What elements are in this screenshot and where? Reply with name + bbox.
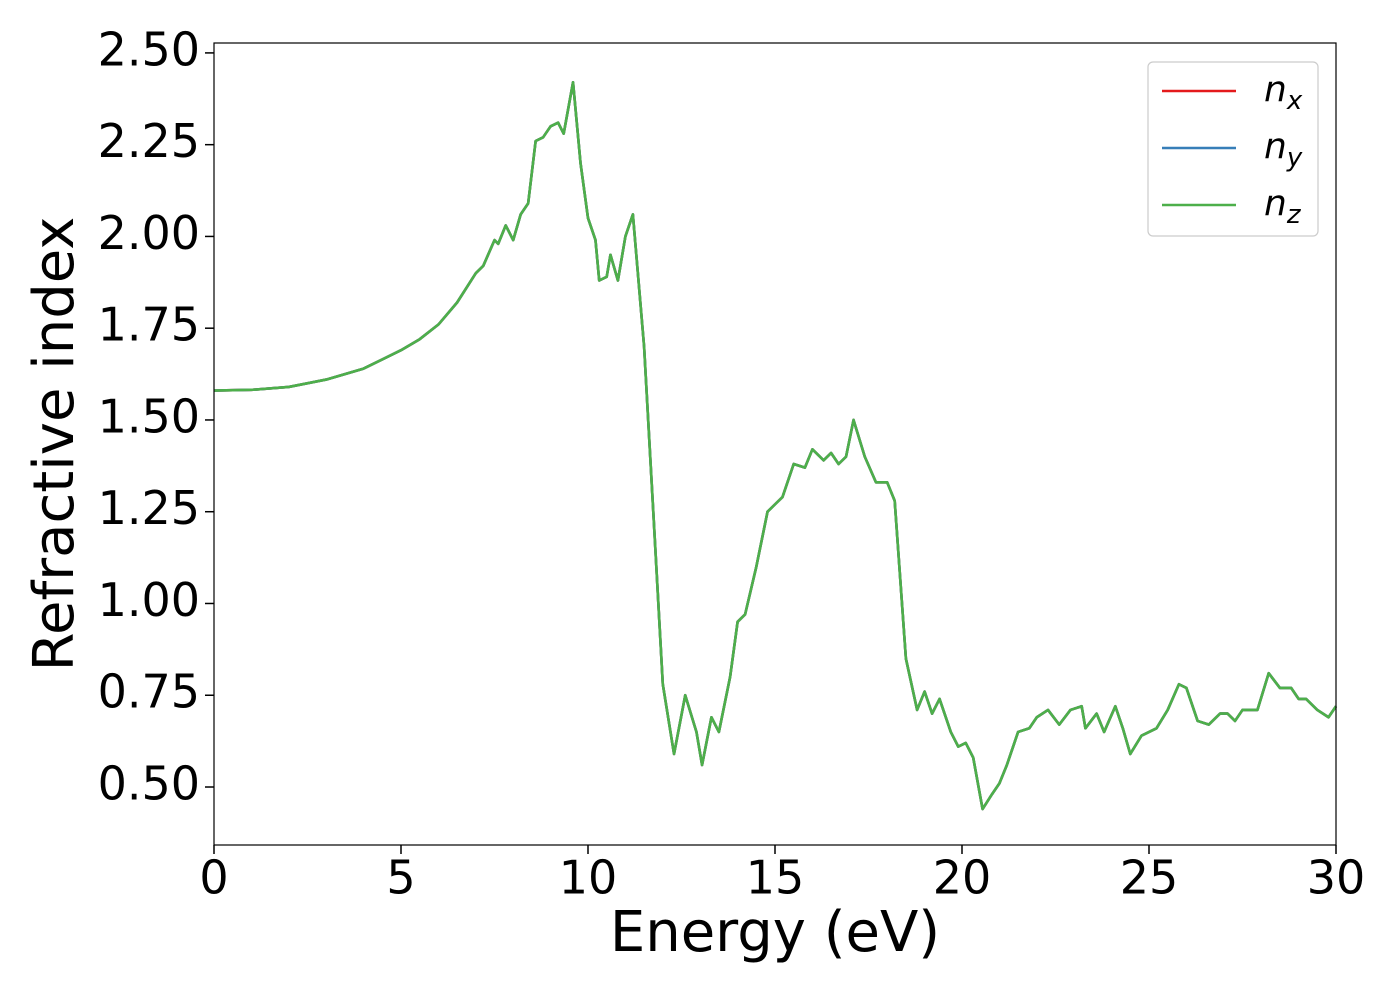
y-tick-label: 0.50 — [98, 757, 200, 811]
y-tick-label: 2.25 — [98, 114, 200, 168]
legend-label-sub: z — [1286, 200, 1302, 230]
x-tick-label: 30 — [1307, 851, 1366, 905]
x-tick-label: 5 — [386, 851, 415, 905]
y-tick-label: 1.75 — [98, 298, 200, 352]
y-tick-label: 1.50 — [98, 389, 200, 443]
y-axis-label: Refractive index — [22, 217, 87, 672]
x-tick-label: 0 — [199, 851, 228, 905]
legend-label-main: n — [1264, 183, 1287, 224]
legend-label-sub: x — [1286, 86, 1303, 116]
x-axis-label: Energy (eV) — [610, 900, 940, 965]
y-tick-label: 0.75 — [98, 665, 200, 719]
y-tick-label: 2.50 — [98, 22, 200, 76]
x-tick-label: 20 — [933, 851, 992, 905]
x-tick-label: 15 — [746, 851, 805, 905]
plot-frame — [213, 42, 1337, 846]
legend-label: nz — [1264, 183, 1302, 230]
legend-label-main: n — [1264, 126, 1287, 167]
legend-label: nx — [1264, 69, 1303, 116]
x-tick-label: 10 — [559, 851, 618, 905]
legend-label: ny — [1264, 126, 1303, 173]
x-tick-label: 25 — [1120, 851, 1179, 905]
legend-label-sub: y — [1286, 143, 1303, 173]
legend-label-main: n — [1264, 69, 1287, 110]
y-tick-label: 1.25 — [98, 481, 200, 535]
y-tick-label: 1.00 — [98, 573, 200, 627]
data-line — [213, 80, 1338, 811]
y-tick-label: 2.00 — [98, 206, 200, 260]
